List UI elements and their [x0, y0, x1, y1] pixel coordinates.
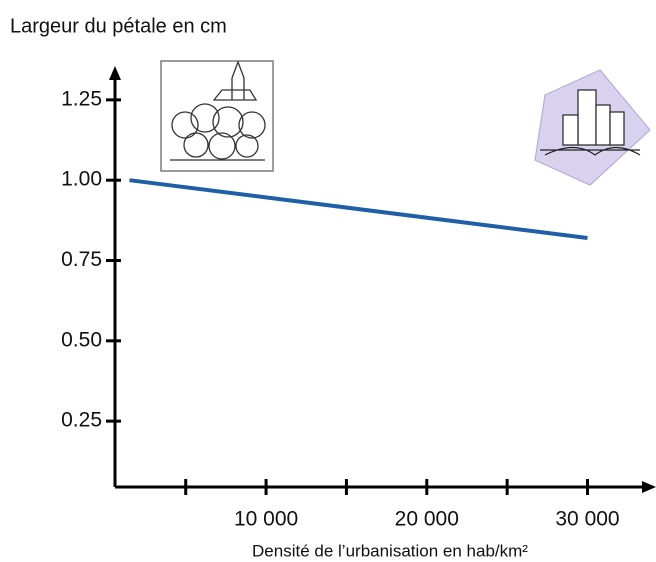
axes	[109, 66, 656, 493]
y-tick-label: 0.50	[61, 328, 102, 351]
city-icon	[534, 69, 651, 186]
y-tick-label: 1.25	[61, 87, 102, 110]
y-axis-title: Largeur du pétale en cm	[10, 15, 227, 37]
x-tick-label: 20 000	[395, 508, 459, 531]
x-arrow	[642, 481, 656, 493]
y-tick-label: 0.75	[61, 248, 102, 271]
y-tick-label: 0.25	[61, 409, 102, 432]
y-arrow	[109, 66, 121, 80]
x-tick-label: 30 000	[555, 508, 619, 531]
x-tick-label: 10 000	[234, 508, 298, 531]
y-tick-label: 1.00	[61, 168, 102, 191]
x-axis-title: Densité de l’urbanisation en hab/km²	[252, 541, 528, 560]
data-line	[129, 178, 588, 241]
village-icon	[160, 60, 274, 172]
